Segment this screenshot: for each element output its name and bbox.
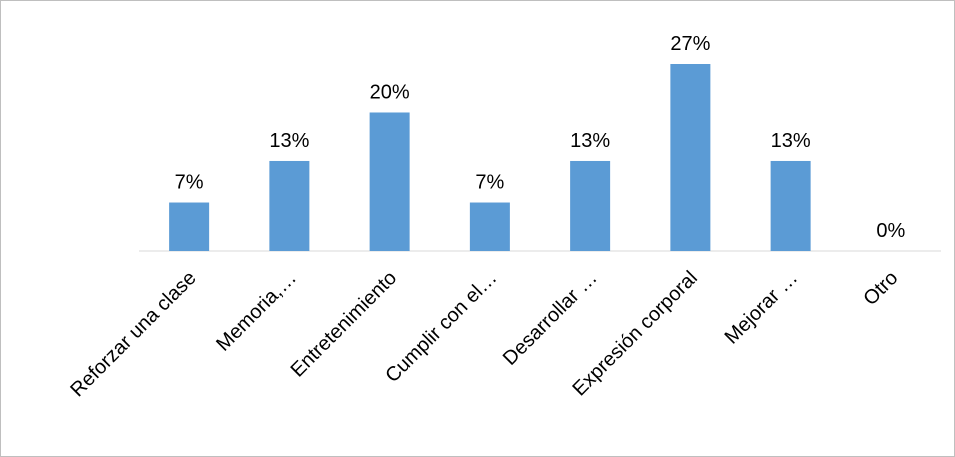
- value-labels-group: 7% 13% 20% 7% 13% 27% 13% 0%: [175, 33, 906, 242]
- value-label: 13%: [771, 130, 811, 152]
- value-label: 7%: [475, 172, 504, 194]
- bar: [269, 160, 310, 251]
- category-labels-group: Reforzar una clase Memoria,…Entretenimien…: [66, 267, 902, 401]
- bar: [369, 112, 410, 252]
- bars-group: [169, 64, 811, 252]
- bar: [770, 160, 811, 251]
- value-label: 13%: [269, 130, 309, 152]
- bar: [570, 160, 611, 251]
- category-label: Mejorar …: [721, 267, 803, 349]
- category-label: Desarrollar …: [499, 267, 602, 370]
- category-label: Otro: [859, 267, 902, 310]
- category-label: Entretenimiento: [287, 267, 402, 382]
- value-label: 20%: [370, 81, 410, 103]
- category-label: Cumplir con el…: [381, 267, 501, 387]
- value-label: 13%: [570, 130, 610, 152]
- bar: [169, 202, 210, 251]
- bar: [469, 202, 510, 251]
- value-label: 7%: [175, 172, 204, 194]
- category-label: Memoria,…: [212, 267, 301, 356]
- value-label: 27%: [670, 33, 710, 55]
- value-label: 0%: [876, 220, 905, 242]
- bar: [670, 64, 711, 251]
- category-label: Reforzar una clase: [66, 267, 200, 401]
